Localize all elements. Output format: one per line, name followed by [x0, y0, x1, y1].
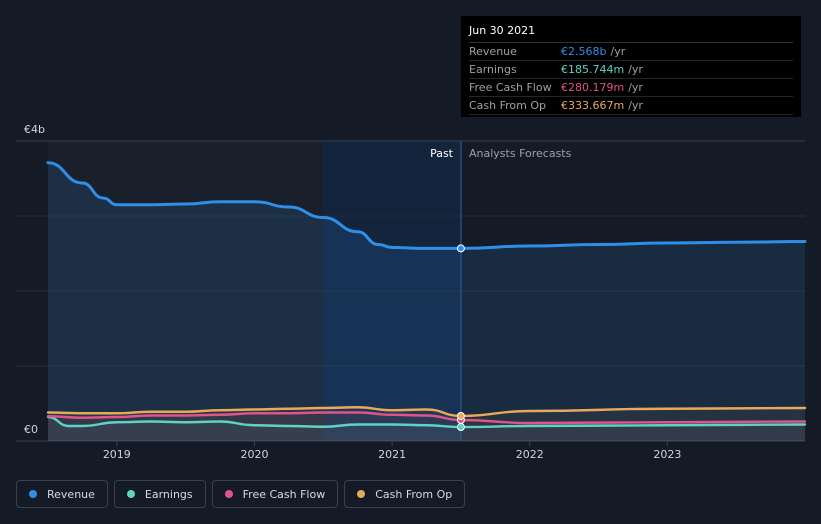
- free-cash-flow-line: [46, 411, 807, 425]
- tooltip-row-value: €2.568b: [561, 45, 607, 58]
- earnings-line: [46, 415, 807, 429]
- tooltip-row-label: Revenue: [469, 45, 517, 58]
- legend-label: Cash From Op: [375, 487, 453, 501]
- y-tick-zero: €0: [24, 423, 38, 436]
- x-tick-label: 2022: [516, 448, 544, 461]
- past-label: Past: [430, 147, 454, 160]
- tooltip-date: Jun 30 2021: [469, 24, 793, 43]
- tooltip-row-unit: /yr: [628, 99, 643, 112]
- tooltip-row-label: Earnings: [469, 63, 517, 76]
- legend-item-cash-from-op[interactable]: Cash From Op: [344, 480, 466, 508]
- legend-dot-icon: [224, 490, 233, 498]
- gridlines: [16, 140, 805, 442]
- tooltip-row-unit: /yr: [628, 81, 643, 94]
- revenue-line: [46, 161, 807, 250]
- tooltip-row: Earnings €185.744m/yr: [469, 61, 793, 79]
- tooltip-row: Free Cash Flow €280.179m/yr: [469, 79, 793, 97]
- revenue-point: [456, 244, 465, 253]
- tooltip: Jun 30 2021 Revenue €2.568b/yr Earnings €18…: [461, 16, 801, 117]
- series-lines: [46, 161, 807, 429]
- area-fills: [48, 162, 805, 441]
- x-axis: 2019 2020 2021 2022 2023: [103, 441, 681, 461]
- tooltip-row-label: Cash From Op: [469, 99, 547, 112]
- x-tick-label: 2020: [240, 448, 268, 461]
- legend-label: Earnings: [144, 487, 193, 501]
- cash-from-op-line: [46, 406, 807, 418]
- tooltip-row-value: €185.744m: [561, 63, 625, 76]
- tooltip-row: Revenue €2.568b/yr: [469, 43, 793, 61]
- cash-from-op-point: [456, 411, 465, 420]
- x-tick-label: 2021: [378, 448, 406, 461]
- x-tick-label: 2019: [103, 448, 131, 461]
- hover-markers: [456, 244, 465, 432]
- tooltip-row: Cash From Op €333.667m/yr: [469, 97, 793, 115]
- earnings-area: [48, 417, 805, 441]
- legend-label: Free Cash Flow: [242, 487, 326, 501]
- tooltip-row-value: €280.179m: [561, 81, 625, 94]
- tooltip-row-unit: /yr: [628, 63, 643, 76]
- x-tick-label: 2023: [653, 448, 681, 461]
- legend-item-free-cash-flow[interactable]: Free Cash Flow: [211, 480, 339, 508]
- forecast-label: Analysts Forecasts: [469, 147, 572, 160]
- legend-label: Revenue: [47, 487, 95, 501]
- legend-dot-icon: [357, 490, 366, 498]
- tooltip-row-value: €333.667m: [561, 99, 625, 112]
- revenue-area: [48, 162, 805, 441]
- free-cash-flow-area: [48, 412, 805, 441]
- legend: Revenue Earnings Free Cash Flow Cash From O…: [16, 480, 466, 508]
- legend-item-revenue[interactable]: Revenue: [16, 480, 108, 508]
- y-tick-top: €4b: [24, 123, 45, 136]
- legend-item-earnings[interactable]: Earnings: [113, 480, 206, 508]
- tooltip-row-unit: /yr: [610, 45, 626, 58]
- legend-dot-icon: [126, 490, 135, 498]
- tooltip-row-label: Free Cash Flow: [469, 81, 552, 94]
- earnings-point: [456, 423, 465, 432]
- legend-dot-icon: [29, 490, 37, 498]
